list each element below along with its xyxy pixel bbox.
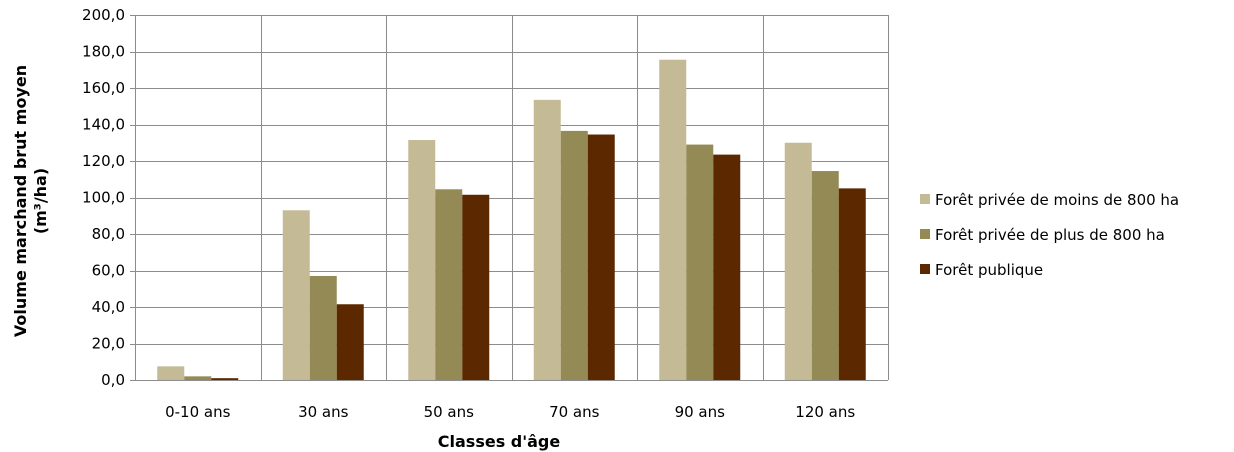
x-tick-label: 0-10 ans (165, 403, 231, 421)
y-tick-label: 200,0 (82, 6, 125, 24)
x-axis-title: Classes d'âge (438, 432, 561, 451)
grid-lines (130, 15, 889, 381)
legend-swatch (920, 229, 930, 239)
y-tick-label: 0,0 (101, 371, 125, 389)
bar (282, 210, 310, 380)
bar (336, 304, 364, 380)
x-tick-label: 50 ans (424, 403, 475, 421)
legend: Forêt privée de moins de 800 ha Forêt pri… (920, 191, 1179, 279)
legend-label: Forêt privée de moins de 800 ha (935, 191, 1179, 209)
x-axis-ticks: 0-10 ans 30 ans 50 ans 70 ans 90 ans 120 ans (165, 403, 855, 421)
legend-swatch (920, 264, 930, 274)
bar (309, 275, 337, 380)
bar (686, 144, 714, 380)
bar (211, 378, 239, 380)
bar (587, 134, 615, 380)
y-tick-label: 80,0 (92, 225, 125, 243)
y-axis-ticks: 0,0 20,0 40,0 60,0 80,0 100,0 120,0 140,0 160,0 1… (82, 6, 125, 389)
bar (811, 171, 839, 380)
bar (560, 130, 588, 380)
y-tick-label: 40,0 (92, 298, 125, 316)
legend-label: Forêt publique (935, 261, 1043, 279)
y-tick-label: 160,0 (82, 79, 125, 97)
x-tick-label: 90 ans (675, 403, 726, 421)
y-axis-title: Volume marchand brut moyen (11, 65, 30, 337)
bar (462, 194, 490, 380)
bar (408, 140, 436, 380)
bar (435, 189, 463, 380)
bar (533, 99, 561, 381)
bar (784, 142, 812, 380)
x-tick-label: 70 ans (549, 403, 600, 421)
x-tick-label: 120 ans (795, 403, 855, 421)
legend-label: Forêt privée de plus de 800 ha (935, 226, 1165, 244)
y-tick-label: 180,0 (82, 43, 125, 61)
y-tick-label: 20,0 (92, 335, 125, 353)
bar (838, 188, 866, 380)
bar (713, 154, 741, 380)
y-axis-unit: (m³/ha) (31, 168, 50, 234)
y-tick-label: 100,0 (82, 189, 125, 207)
x-tick-label: 30 ans (298, 403, 349, 421)
bar (157, 366, 185, 380)
y-tick-label: 140,0 (82, 116, 125, 134)
y-tick-label: 120,0 (82, 152, 125, 170)
legend-swatch (920, 194, 930, 204)
y-tick-label: 60,0 (92, 262, 125, 280)
bar (659, 59, 687, 381)
bars (157, 59, 866, 381)
bar (184, 376, 212, 380)
